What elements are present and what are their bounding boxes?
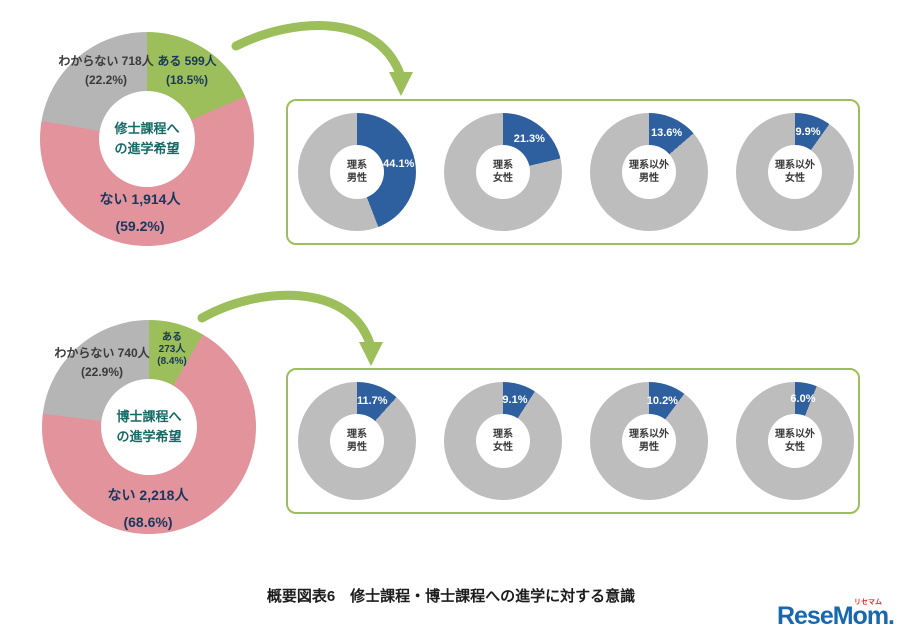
doctor-wakaranai-count: わからない 740人	[54, 346, 150, 360]
master-wakaranai-count: わからない 718人	[58, 54, 154, 68]
doctor-center-line1: 博士課程へ	[116, 408, 182, 424]
pie-center-label: 理系以外 女性	[768, 145, 822, 199]
resemom-logo-text: ReseMom.	[776, 602, 895, 630]
doctor-center-line2: の進学希望	[116, 429, 182, 444]
resemom-logo: リセマム ReseMom.	[776, 599, 895, 631]
pie-center-label: 理系 女性	[476, 414, 530, 468]
doctor-breakdown-pie-nonscience-female: 6.0% 理系以外 女性	[736, 382, 854, 500]
master-wakaranai-pct: (22.2%)	[84, 73, 128, 87]
pct-label: 9.1%	[502, 394, 528, 407]
figure-caption: 概要図表6 修士課程・博士課程への進学に対する意識	[266, 588, 636, 605]
pct-label: 21.3%	[513, 132, 545, 145]
pie-center-label: 理系 男性	[330, 145, 384, 199]
master-breakdown-pie-nonscience-male: 13.6% 理系以外 男性	[590, 113, 708, 231]
master-center-line1: 修士課程へ	[114, 120, 180, 136]
doctor-wakaranai-pct: (22.9%)	[80, 365, 124, 379]
pct-label: 44.1%	[383, 158, 415, 171]
doctor-slice-label-wakaranai: わからない 740人 (22.9%)	[44, 344, 160, 382]
pct-label: 9.9%	[795, 125, 821, 138]
resemom-logo-ruby: リセマム	[854, 599, 882, 606]
doctor-pie-center-label: 博士課程へ の進学希望	[101, 379, 197, 475]
pct-label: 6.0%	[790, 393, 816, 406]
master-breakdown-pie-nonscience-female: 9.9% 理系以外 女性	[736, 113, 854, 231]
doctor-course-pie-chart: 博士課程へ の進学希望	[42, 320, 256, 534]
master-course-pie-chart: 修士課程へ の進学希望	[40, 32, 254, 246]
master-pie-center-label: 修士課程へ の進学希望	[99, 91, 195, 187]
pct-label: 11.7%	[356, 395, 388, 408]
master-breakdown-pie-science-female: 21.3% 理系 女性	[444, 113, 562, 231]
pie-center-label: 理系以外 男性	[622, 145, 676, 199]
doctor-slice-label-nai: ない 2,218人 (68.6%)	[78, 482, 218, 536]
pct-label: 10.2%	[646, 394, 678, 407]
master-center-line2: の進学希望	[114, 141, 180, 156]
master-slice-label-wakaranai: わからない 718人 (22.2%)	[48, 52, 164, 90]
pie-center-label: 理系 男性	[330, 414, 384, 468]
master-breakdown-pie-science-male: 44.1% 理系 男性	[298, 113, 416, 231]
doctor-nai-count: ない 2,218人	[107, 487, 189, 503]
pie-center-label: 理系以外 女性	[768, 414, 822, 468]
master-breakdown-box: 44.1% 理系 男性 21.3% 理系 女性 13.6% 理系以外 男性 9.…	[286, 99, 860, 245]
doctor-breakdown-pie-science-male: 11.7% 理系 男性	[298, 382, 416, 500]
master-slice-label-aru: ある 599人 (18.5%)	[144, 52, 230, 90]
doctor-nai-pct: (68.6%)	[123, 514, 173, 530]
pct-label: 13.6%	[650, 127, 683, 140]
arrow-master-to-breakdown	[231, 21, 413, 96]
doctor-breakdown-pie-nonscience-male: 10.2% 理系以外 男性	[590, 382, 708, 500]
master-aru-count: ある 599人	[157, 54, 217, 68]
master-slice-label-nai: ない 1,914人 (59.2%)	[72, 186, 208, 240]
pie-center-label: 理系 女性	[476, 145, 530, 199]
master-nai-pct: (59.2%)	[115, 218, 165, 234]
master-aru-pct: (18.5%)	[165, 73, 209, 87]
doctor-slice-label-aru: ある 273人 (8.4%)	[157, 332, 187, 367]
doctor-breakdown-box: 11.7% 理系 男性 9.1% 理系 女性 10.2% 理系以外 男性 6.0…	[286, 368, 860, 514]
doctor-breakdown-pie-science-female: 9.1% 理系 女性	[444, 382, 562, 500]
pie-center-label: 理系以外 男性	[622, 414, 676, 468]
master-nai-count: ない 1,914人	[99, 191, 181, 207]
